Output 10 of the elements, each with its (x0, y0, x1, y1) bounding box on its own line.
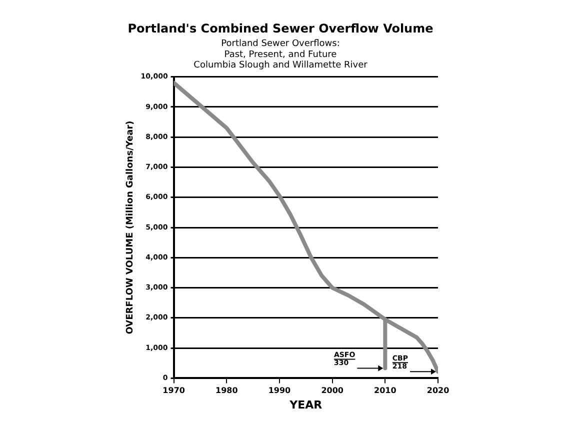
x-axis-title: YEAR (288, 398, 323, 412)
x-tick-label: 1970 (162, 386, 186, 396)
x-tick-label: 1990 (268, 386, 292, 396)
chart-subtitle: Portland Sewer Overflows: Past, Present, and Future Columbia Slough and Willamette River (194, 39, 368, 71)
y-axis-title: OVERFLOW VOLUME (Million Gallons/Year) (126, 120, 136, 334)
x-tick-label: 2020 (426, 386, 450, 396)
chart-title: Portland's Combined Sewer Overflow Volume (128, 21, 434, 36)
x-tick-label: 2000 (321, 386, 344, 396)
x-tick-label: 1980 (216, 386, 238, 396)
x-tick-label: 2010 (374, 386, 397, 396)
